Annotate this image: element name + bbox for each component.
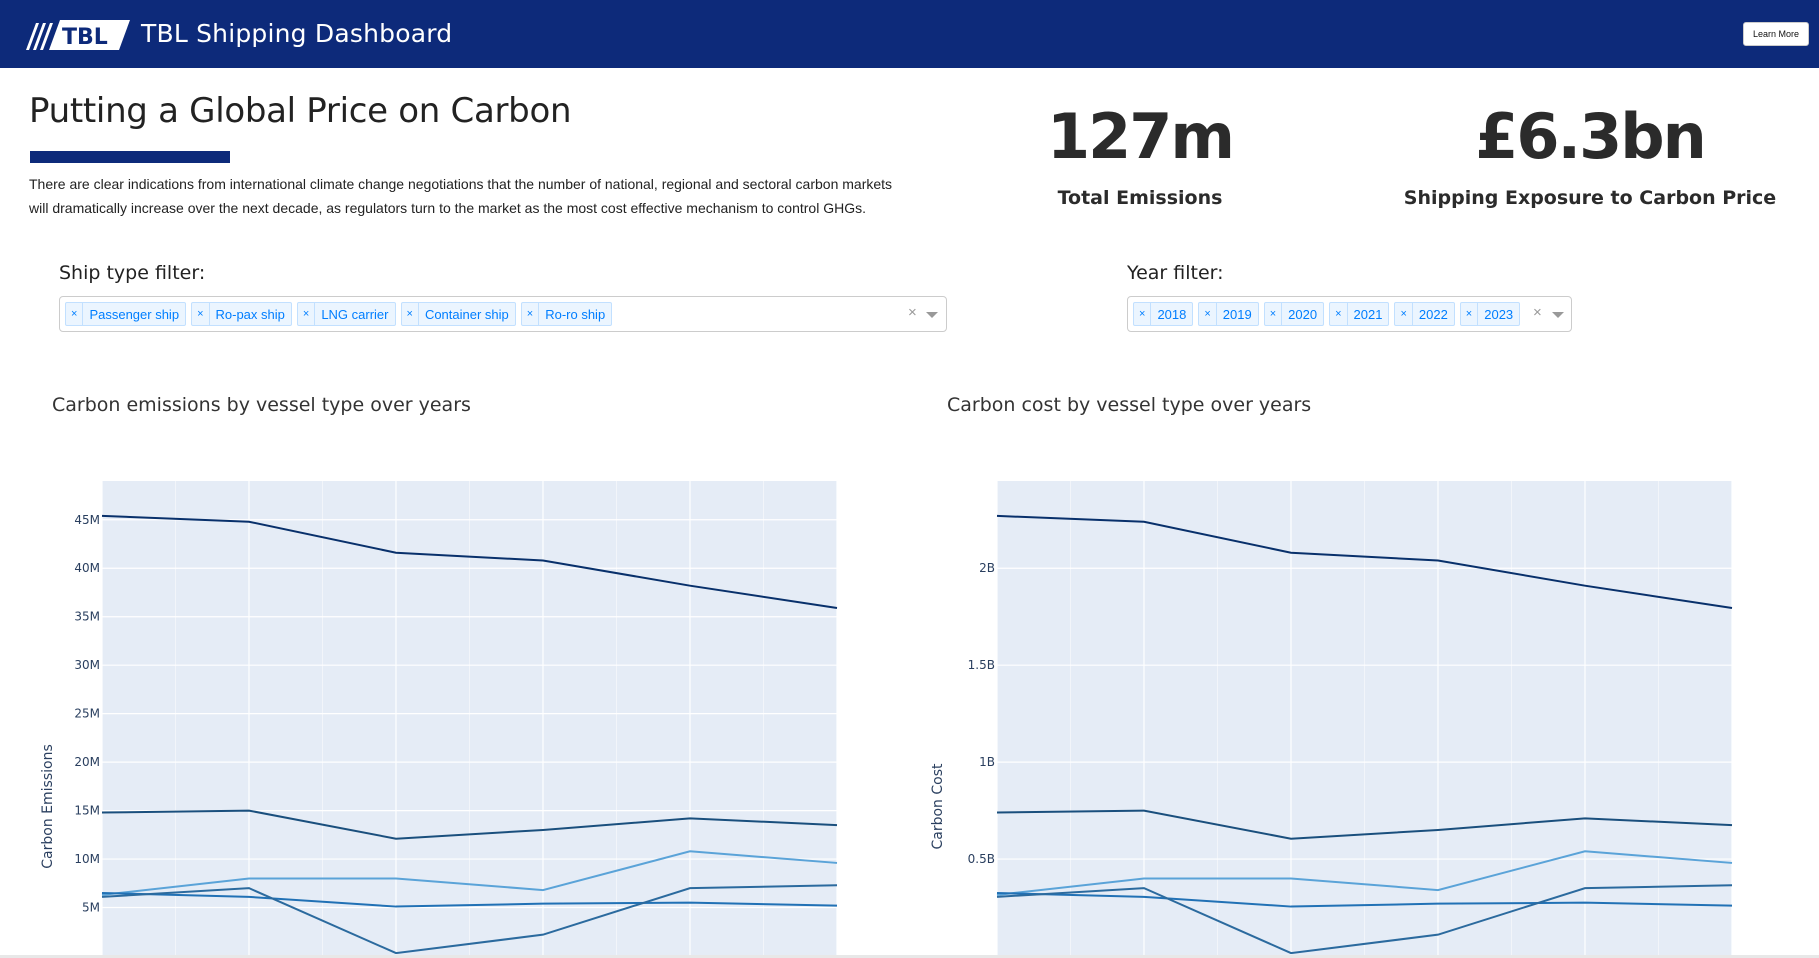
y-tick-label: 20M <box>74 755 100 769</box>
remove-chip-icon[interactable]: × <box>298 303 316 325</box>
series-line-3 <box>101 891 838 908</box>
chip-label: 2019 <box>1222 306 1252 322</box>
chip-label: 2018 <box>1157 306 1187 322</box>
series-line-2 <box>101 850 838 896</box>
remove-chip-icon[interactable]: × <box>1265 303 1283 325</box>
kpi-value: £6.3bn <box>1475 100 1707 173</box>
top-navbar: TBL TBL Shipping Dashboard Learn More <box>0 0 1819 68</box>
chip-label: Ro-pax ship <box>215 306 285 322</box>
series-line-2 <box>996 850 1733 896</box>
series-line-1 <box>996 809 1733 840</box>
chip-label: Container ship <box>424 306 509 322</box>
y-tick-label: 15M <box>74 804 100 818</box>
clear-icon[interactable]: × <box>908 304 917 321</box>
filter-chip: × 2022 <box>1394 302 1455 326</box>
filter-chip: × Passenger ship <box>65 302 187 326</box>
chevron-down-icon[interactable] <box>926 312 938 318</box>
filter-chip: × 2019 <box>1198 302 1259 326</box>
series-line-4 <box>996 884 1733 955</box>
remove-chip-icon[interactable]: × <box>66 303 84 325</box>
y-tick-label: 25M <box>74 707 100 721</box>
y-tick-label: 40M <box>74 561 100 575</box>
chip-label: LNG carrier <box>321 306 389 322</box>
y-tick-label: 35M <box>74 610 100 624</box>
chip-label: Passenger ship <box>89 306 180 322</box>
y-tick-label: 1B <box>979 755 995 769</box>
filter-chip: × Ro-ro ship <box>520 302 613 326</box>
tbl-logo: TBL <box>26 20 130 50</box>
y-tick-label: 45M <box>74 513 100 527</box>
remove-chip-icon[interactable]: × <box>1461 303 1479 325</box>
chip-label: 2023 <box>1484 306 1514 322</box>
series-line-1 <box>101 809 838 840</box>
filter-chip: × 2020 <box>1263 302 1325 326</box>
intro-paragraph: There are clear indications from interna… <box>29 176 893 216</box>
chip-label: Ro-ro ship <box>545 306 606 322</box>
y-axis-title: Carbon Cost <box>930 763 946 850</box>
year-chips: × 2018 × 2019 × 2020 × 2021 × 2022 × 2023 <box>1133 302 1525 326</box>
remove-chip-icon[interactable]: × <box>522 303 540 325</box>
chip-label: 2022 <box>1418 306 1448 322</box>
y-tick-label: 30M <box>74 658 100 672</box>
ship-type-chips: × Passenger ship × Ro-pax ship × LNG carrie… <box>65 302 617 326</box>
y-tick-label: 5M <box>82 901 100 915</box>
kpi-label: Shipping Exposure to Carbon Price <box>1403 187 1777 209</box>
emissions-chart-title: Carbon emissions by vessel type over yea… <box>52 394 471 416</box>
filter-chip: × LNG carrier <box>296 302 396 326</box>
remove-chip-icon[interactable]: × <box>402 303 419 325</box>
remove-chip-icon[interactable]: × <box>192 303 210 325</box>
y-tick-label: 1.5B <box>968 658 995 672</box>
remove-chip-icon[interactable]: × <box>1199 303 1217 325</box>
series-line-3 <box>996 891 1733 908</box>
chip-label: 2021 <box>1353 306 1383 322</box>
series-line-4 <box>101 884 838 955</box>
cost-chart-title: Carbon cost by vessel type over years <box>947 394 1312 416</box>
emissions-line-chart: 5M 10M 15M 20M 25M 30M 35M 40M 45M Carbon Emissio… <box>40 481 838 956</box>
cost-line-chart: 0.5B 1B 1.5B 2B Carbon Cost <box>930 481 1733 956</box>
learn-more-button[interactable]: Learn More <box>1743 22 1809 46</box>
y-tick-label: 0.5B <box>968 852 995 866</box>
filter-chip: × Ro-pax ship <box>191 302 292 326</box>
ship-type-filter-label: Ship type filter: <box>59 262 206 284</box>
filter-chip: × 2021 <box>1329 302 1390 326</box>
page-bottom-edge <box>0 955 1819 958</box>
kpi-value: 127m <box>1046 100 1235 173</box>
filter-chip: × 2018 <box>1133 302 1194 326</box>
remove-chip-icon[interactable]: × <box>1395 303 1413 325</box>
headline-accent-bar <box>30 151 230 163</box>
series-line-0 <box>101 514 838 609</box>
kpi-label: Total Emissions <box>1057 187 1223 209</box>
y-tick-label: 2B <box>979 561 995 575</box>
chip-label: 2020 <box>1288 306 1318 322</box>
filter-chip: × 2023 <box>1459 302 1521 326</box>
page-headline: Putting a Global Price on Carbon <box>29 91 572 131</box>
series-line-0 <box>996 514 1733 609</box>
filter-chip: × Container ship <box>400 302 516 326</box>
year-filter-label: Year filter: <box>1127 262 1224 284</box>
year-dropdown[interactable]: × 2018 × 2019 × 2020 × 2021 × 2022 × 2023 × <box>1127 296 1572 332</box>
chevron-down-icon[interactable] <box>1552 312 1564 318</box>
y-axis-title: Carbon Emissions <box>40 744 56 868</box>
ship-type-dropdown[interactable]: × Passenger ship × Ro-pax ship × LNG carrie… <box>59 296 947 332</box>
kpi-total-emissions: 127m Total Emissions <box>1030 100 1250 209</box>
y-tick-label: 10M <box>74 852 100 866</box>
remove-chip-icon[interactable]: × <box>1330 303 1348 325</box>
logo-text: TBL <box>62 25 108 50</box>
kpi-carbon-exposure: £6.3bn Shipping Exposure to Carbon Price <box>1400 100 1780 209</box>
app-title: TBL Shipping Dashboard <box>141 19 453 48</box>
remove-chip-icon[interactable]: × <box>1134 303 1152 325</box>
clear-icon[interactable]: × <box>1533 304 1542 321</box>
